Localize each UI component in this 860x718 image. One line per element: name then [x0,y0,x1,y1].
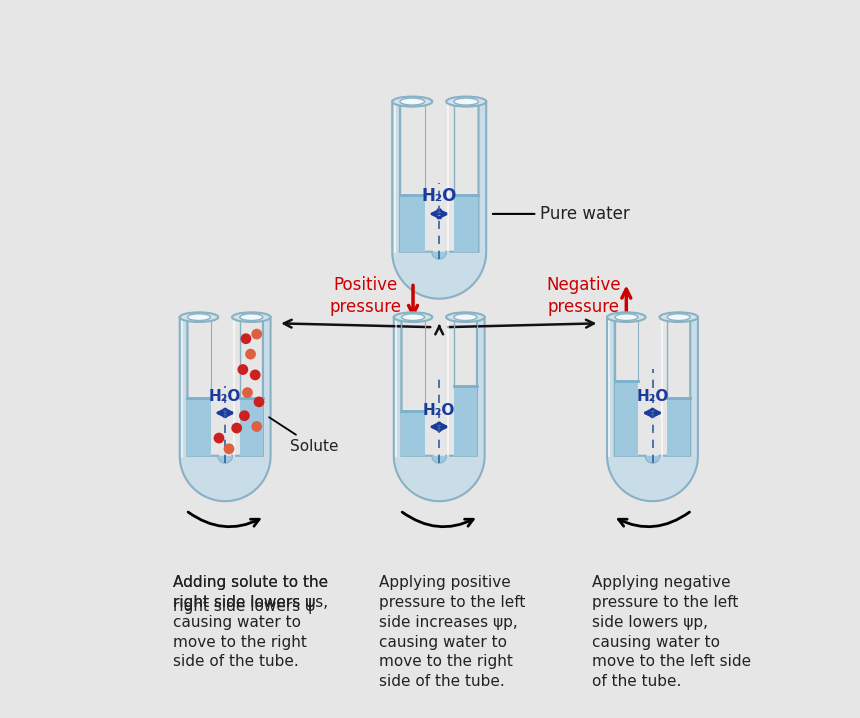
Circle shape [224,444,235,454]
Circle shape [254,396,264,407]
Circle shape [251,421,262,432]
Circle shape [241,333,251,344]
Text: Pure water: Pure water [493,205,630,223]
Ellipse shape [187,314,211,320]
Bar [402,411,425,456]
Polygon shape [402,456,477,462]
Text: H₂O: H₂O [209,389,242,404]
Text: Adding solute to the
right side lowers ψ: Adding solute to the right side lowers ψ [173,575,328,610]
Circle shape [213,433,224,444]
Ellipse shape [454,98,478,105]
Polygon shape [394,317,485,501]
Polygon shape [187,456,263,462]
Bar [240,398,263,456]
Ellipse shape [446,96,486,106]
Text: H₂O: H₂O [423,404,456,419]
Ellipse shape [240,314,263,320]
Bar [454,386,477,456]
Text: Negative
pressure: Negative pressure [547,276,621,316]
Circle shape [251,329,262,340]
Bar [187,398,211,456]
Circle shape [245,349,256,360]
Text: Positive
pressure: Positive pressure [329,276,402,316]
Text: Applying positive
pressure to the left
side increases ψp,
causing water to
move : Applying positive pressure to the left s… [379,575,525,689]
Bar [667,398,691,456]
Circle shape [237,364,249,375]
Text: Adding solute to the
right side lowers ψs,
causing water to
move to the right
si: Adding solute to the right side lowers ψ… [173,575,328,669]
Ellipse shape [454,314,477,320]
Bar [615,381,638,456]
Text: H₂O: H₂O [636,389,669,404]
Polygon shape [392,101,486,299]
Polygon shape [607,317,698,501]
Ellipse shape [394,312,433,322]
Bar [400,195,425,252]
Text: Solute: Solute [269,417,338,454]
Ellipse shape [667,314,691,320]
Polygon shape [400,252,478,258]
Ellipse shape [232,312,271,322]
Ellipse shape [400,98,425,105]
Circle shape [249,370,261,381]
Bar [454,195,478,252]
Polygon shape [615,456,691,462]
Ellipse shape [660,312,698,322]
Circle shape [243,387,253,398]
Ellipse shape [392,96,433,106]
Text: Applying negative
pressure to the left
side lowers ψp,
causing water to
move to : Applying negative pressure to the left s… [593,575,752,689]
Text: H₂O: H₂O [421,187,457,205]
Ellipse shape [607,312,646,322]
Ellipse shape [180,312,218,322]
Polygon shape [180,317,271,501]
Circle shape [239,410,249,421]
Ellipse shape [615,314,638,320]
Text: right side lowers ψ: right side lowers ψ [173,599,315,614]
Circle shape [231,423,243,434]
Ellipse shape [446,312,485,322]
Ellipse shape [402,314,425,320]
